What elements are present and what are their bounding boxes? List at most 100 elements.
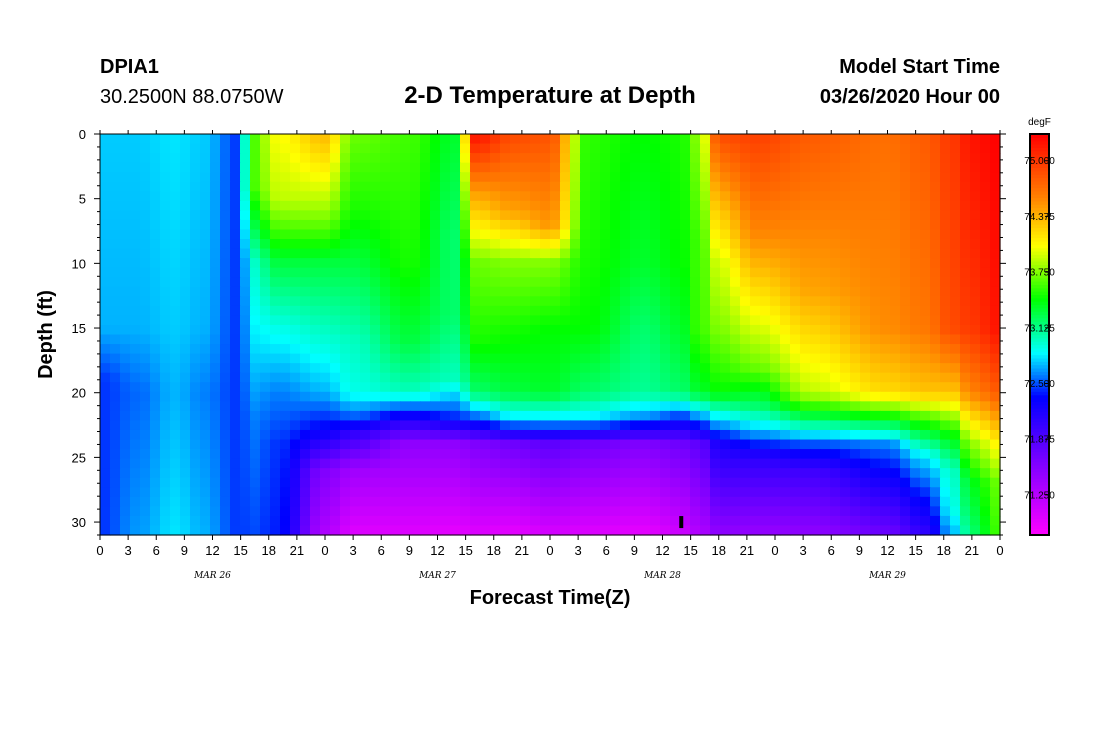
heatmap-cell xyxy=(270,344,281,355)
heatmap-cell xyxy=(940,191,951,202)
heatmap-cell xyxy=(350,391,361,402)
heatmap-cell xyxy=(530,468,541,479)
heatmap-cell xyxy=(940,162,951,173)
heatmap-cell xyxy=(260,525,271,536)
heatmap-cell xyxy=(990,382,1001,393)
heatmap-cell xyxy=(340,496,351,507)
heatmap-cell xyxy=(410,515,421,527)
heatmap-cell xyxy=(450,286,461,297)
heatmap-cell xyxy=(840,496,851,507)
heatmap-cell xyxy=(470,496,481,507)
heatmap-cell xyxy=(590,267,601,278)
heatmap-cell xyxy=(960,487,971,498)
heatmap-cell xyxy=(250,248,261,259)
x-tick-label: 3 xyxy=(575,543,582,558)
heatmap-cell xyxy=(210,277,221,288)
heatmap-cell xyxy=(700,391,711,402)
heatmap-cell xyxy=(150,458,161,469)
heatmap-cell xyxy=(660,286,671,297)
heatmap-cell xyxy=(520,200,531,211)
heatmap-cell xyxy=(640,410,651,422)
heatmap-cell xyxy=(240,515,251,527)
heatmap-cell xyxy=(600,344,611,355)
heatmap-cell xyxy=(770,258,781,269)
heatmap-cell xyxy=(720,515,731,527)
heatmap-cell xyxy=(300,305,311,317)
heatmap-cell xyxy=(760,468,771,479)
heatmap-cell xyxy=(130,429,141,441)
heatmap-cell xyxy=(580,258,591,269)
heatmap-cell xyxy=(400,382,411,393)
heatmap-cell xyxy=(280,487,291,498)
heatmap-cell xyxy=(650,286,661,297)
heatmap-cell xyxy=(700,525,711,536)
heatmap-cell xyxy=(380,487,391,498)
heatmap-cell xyxy=(430,324,441,336)
heatmap-cell xyxy=(770,363,781,374)
heatmap-cell xyxy=(790,525,801,536)
heatmap-cell xyxy=(280,410,291,422)
colorbar-tick-label: 73.125 xyxy=(1024,323,1055,334)
heatmap-cell xyxy=(650,487,661,498)
heatmap-cell xyxy=(900,248,911,259)
heatmap-cell xyxy=(670,420,681,431)
heatmap-cell xyxy=(490,191,501,202)
heatmap-cell xyxy=(250,506,261,517)
heatmap-cell xyxy=(520,229,531,240)
heatmap-cell xyxy=(170,458,181,469)
heatmap-cell xyxy=(710,248,721,259)
heatmap-cell xyxy=(310,134,321,145)
heatmap-cell xyxy=(730,344,741,355)
heatmap-cell xyxy=(350,229,361,240)
y-tick-label: 15 xyxy=(72,321,86,336)
heatmap-cell xyxy=(940,134,951,145)
colorbar-segment xyxy=(1030,468,1049,473)
heatmap-cell xyxy=(750,162,761,173)
colorbar-segment xyxy=(1030,461,1049,466)
heatmap-cell xyxy=(230,449,241,460)
heatmap-cell xyxy=(590,382,601,393)
colorbar-segment xyxy=(1030,277,1049,282)
heatmap-cell xyxy=(130,324,141,336)
heatmap-cell xyxy=(730,181,741,192)
heatmap-cell xyxy=(170,229,181,240)
heatmap-cell xyxy=(350,363,361,374)
heatmap-cell xyxy=(300,439,311,450)
y-tick-label: 5 xyxy=(79,192,86,207)
heatmap-cell xyxy=(420,487,431,498)
heatmap-cell xyxy=(930,515,941,527)
heatmap-cell xyxy=(900,277,911,288)
heatmap-cell xyxy=(130,134,141,145)
heatmap-cell xyxy=(790,248,801,259)
heatmap-cell xyxy=(500,353,511,364)
heatmap-cell xyxy=(950,391,961,402)
heatmap-cell xyxy=(490,382,501,393)
heatmap-cell xyxy=(440,525,451,536)
colorbar-segment xyxy=(1030,374,1049,379)
heatmap-cell xyxy=(120,391,131,402)
heatmap-cell xyxy=(970,449,981,460)
heatmap-cell xyxy=(840,162,851,173)
heatmap-cell xyxy=(600,324,611,336)
heatmap-cell xyxy=(450,391,461,402)
heatmap-cell xyxy=(410,172,421,183)
heatmap-cell xyxy=(480,239,491,250)
heatmap-cell xyxy=(560,525,571,536)
heatmap-cell xyxy=(140,296,151,307)
heatmap-cell xyxy=(180,181,191,192)
heatmap-cell xyxy=(320,143,331,154)
heatmap-cell xyxy=(860,162,871,173)
heatmap-cell xyxy=(250,525,261,536)
heatmap-cell xyxy=(150,200,161,211)
heatmap-cell xyxy=(710,515,721,527)
heatmap-cell xyxy=(950,449,961,460)
heatmap-cell xyxy=(940,219,951,231)
heatmap-cell xyxy=(310,162,321,173)
heatmap-cell xyxy=(260,219,271,231)
heatmap-cell xyxy=(710,334,721,345)
heatmap-cell xyxy=(710,439,721,450)
heatmap-cell xyxy=(530,315,541,326)
heatmap-cell xyxy=(240,258,251,269)
heatmap-cell xyxy=(950,277,961,288)
heatmap-cell xyxy=(270,363,281,374)
